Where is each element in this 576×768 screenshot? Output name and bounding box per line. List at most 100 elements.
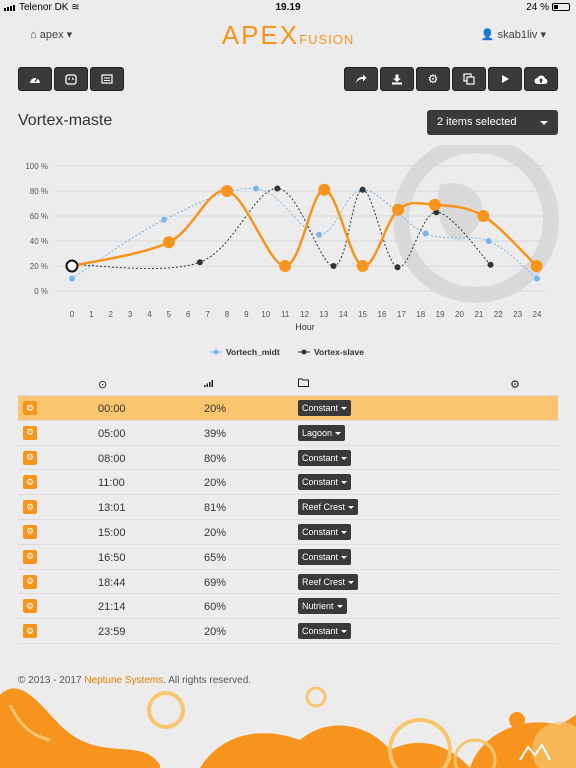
download-button[interactable]	[380, 67, 414, 91]
row-mode-dropdown[interactable]: Nutrient	[298, 598, 347, 615]
row-settings-button[interactable]: ⚙	[23, 524, 37, 539]
row-mode-dropdown[interactable]: Reef Crest	[298, 499, 359, 516]
legend-item[interactable]: Vortex-slave	[314, 347, 364, 357]
x-tick-label: 6	[186, 310, 191, 319]
caret-down-icon	[348, 506, 355, 510]
y-tick-label: 0 %	[34, 287, 48, 296]
x-tick-label: 18	[416, 310, 425, 319]
caret-down-icon	[336, 605, 343, 609]
battery-icon	[552, 3, 570, 11]
caret-down-icon	[348, 580, 355, 584]
caret-down-icon	[341, 407, 348, 410]
share-button[interactable]	[344, 67, 378, 91]
copy-button[interactable]	[452, 67, 486, 91]
upload-button[interactable]	[524, 67, 558, 91]
y-tick-label: 20 %	[30, 262, 48, 271]
list-button[interactable]	[90, 67, 124, 91]
row-percent: 39%	[204, 427, 227, 440]
x-tick-label: 3	[128, 310, 133, 319]
navbar: ⌂ apex ▾ APEXFUSION 👤 skab1liv ▾	[0, 16, 576, 56]
row-mode-dropdown[interactable]: Lagoon	[298, 424, 346, 441]
row-settings-button[interactable]: ⚙	[23, 450, 37, 465]
data-point[interactable]	[477, 210, 490, 222]
apex-fusion-logo[interactable]: APEXFUSION	[221, 20, 355, 50]
row-mode-dropdown[interactable]: Constant	[298, 400, 352, 416]
row-percent: 69%	[204, 576, 227, 589]
row-percent: 65%	[204, 551, 227, 564]
row-percent: 20%	[204, 626, 227, 639]
row-mode-dropdown[interactable]: Constant	[298, 449, 352, 466]
outlet-button[interactable]	[54, 67, 88, 91]
x-tick-label: 2	[109, 310, 114, 319]
y-tick-label: 100 %	[25, 162, 48, 171]
legend-item[interactable]: Vortech_midt	[226, 347, 280, 357]
neptune-systems-link[interactable]: Neptune Systems	[84, 675, 164, 686]
data-point[interactable]	[392, 203, 405, 216]
data-point[interactable]	[428, 198, 441, 211]
cloud-upload-icon	[534, 75, 548, 84]
data-point[interactable]	[162, 236, 175, 249]
row-settings-button[interactable]: ⚙	[23, 500, 37, 515]
row-settings-button[interactable]: ⚙	[23, 599, 37, 614]
row-percent: 80%	[204, 452, 227, 465]
share-icon	[356, 74, 367, 83]
x-tick-label: 4	[147, 310, 152, 319]
data-point	[274, 185, 281, 192]
data-point[interactable]	[65, 259, 79, 273]
row-time: 21:14	[98, 601, 126, 614]
settings-button[interactable]: ⚙	[416, 67, 450, 91]
wifi-icon: ≋	[71, 2, 80, 13]
row-mode-dropdown[interactable]: Constant	[298, 523, 352, 540]
folder-icon	[298, 378, 309, 390]
table-row: ⚙ 18:44 69% Reef Crest	[18, 570, 558, 595]
table-header: ⊙ ⚙	[18, 372, 558, 396]
data-point[interactable]	[221, 185, 233, 197]
row-time: 16:50	[98, 551, 126, 564]
user-menu[interactable]: 👤 skab1liv ▾	[481, 28, 546, 41]
play-button[interactable]	[488, 67, 522, 91]
x-tick-label: 24	[533, 310, 542, 319]
gear-icon[interactable]: ⚙	[510, 379, 520, 391]
y-tick-label: 80 %	[30, 187, 48, 196]
row-settings-button[interactable]: ⚙	[23, 475, 37, 490]
caret-down-icon	[341, 456, 348, 460]
data-point	[394, 264, 401, 271]
row-time: 23:59	[98, 626, 126, 639]
x-tick-label: 7	[205, 310, 210, 319]
row-mode-dropdown[interactable]: Constant	[298, 623, 352, 640]
schedule-table: ⊙ ⚙ ⚙ 00:00 20% Constant ⚙ 05:00 39% Lagoon ⚙ 08:…	[18, 372, 558, 644]
row-settings-button[interactable]: ⚙	[23, 549, 37, 564]
data-point[interactable]	[530, 260, 543, 272]
data-point[interactable]	[356, 260, 369, 272]
row-settings-button[interactable]: ⚙	[23, 624, 37, 639]
row-mode-dropdown[interactable]: Reef Crest	[298, 573, 359, 590]
row-time: 05:00	[98, 427, 126, 440]
x-tick-label: 10	[261, 310, 270, 319]
gear-icon: ⚙	[25, 526, 35, 537]
table-row: ⚙ 13:01 81% Reef Crest	[18, 495, 558, 520]
x-tick-label: 12	[300, 310, 309, 319]
page-title: Vortex-maste	[18, 112, 113, 129]
apex-menu[interactable]: ⌂ apex ▾	[30, 28, 72, 41]
data-point[interactable]	[318, 183, 331, 196]
row-time: 00:00	[98, 403, 126, 415]
data-point[interactable]	[279, 260, 292, 272]
items-select[interactable]: 2 items selected	[427, 110, 558, 135]
items-select-label: 2 items selected	[437, 116, 517, 128]
carrier: Telenor DK ≋	[4, 2, 80, 14]
row-time: 15:00	[98, 526, 126, 539]
row-mode-dropdown[interactable]: Constant	[298, 548, 352, 565]
series-line	[71, 187, 491, 269]
x-tick-label: 21	[474, 310, 483, 319]
row-settings-button[interactable]: ⚙	[23, 401, 37, 415]
row-settings-button[interactable]: ⚙	[23, 574, 37, 589]
caret-down-icon: ▾	[540, 29, 546, 41]
table-row: ⚙ 23:59 20% Constant	[18, 619, 558, 644]
gear-icon: ⚙	[25, 551, 35, 562]
row-mode-dropdown[interactable]: Constant	[298, 474, 352, 491]
data-point	[161, 216, 168, 223]
dashboard-button[interactable]	[18, 67, 52, 91]
data-point	[253, 185, 260, 192]
row-settings-button[interactable]: ⚙	[23, 425, 37, 440]
table-row: ⚙ 05:00 39% Lagoon	[18, 421, 558, 446]
